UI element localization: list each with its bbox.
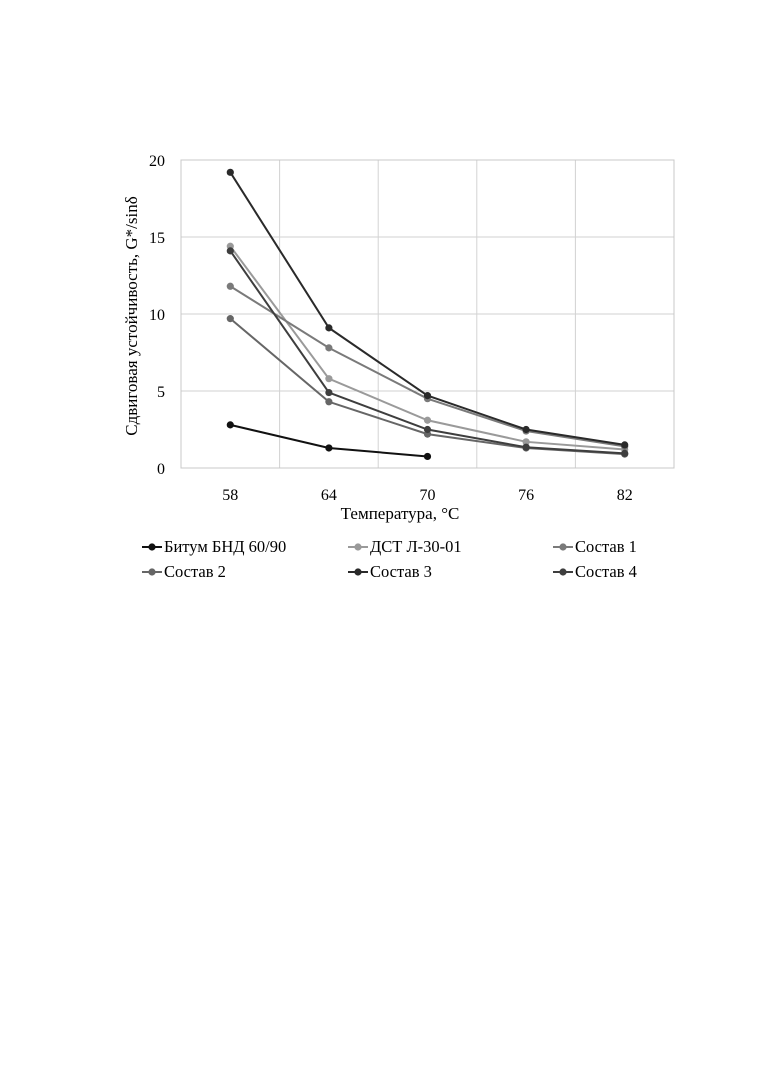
data-point	[424, 453, 431, 460]
data-point	[523, 444, 530, 451]
data-point	[424, 392, 431, 399]
legend-item: Битум БНД 60/90	[142, 537, 286, 556]
data-point	[325, 344, 332, 351]
x-tick-label: 64	[321, 487, 337, 504]
legend-marker	[559, 543, 566, 550]
legend-label: ДСТ Л-30-01	[370, 537, 462, 556]
x-tick-label: 70	[420, 487, 436, 504]
legend-label: Состав 1	[575, 537, 637, 556]
data-point	[621, 441, 628, 448]
y-tick-label: 20	[149, 153, 165, 170]
y-tick-label: 5	[157, 384, 165, 401]
y-tick-label: 0	[157, 461, 165, 478]
data-point	[227, 421, 234, 428]
legend-label: Состав 2	[164, 562, 226, 581]
data-point	[523, 426, 530, 433]
legend-marker	[354, 568, 361, 575]
legend-marker	[559, 568, 566, 575]
data-point	[227, 315, 234, 322]
legend-label: Битум БНД 60/90	[164, 537, 286, 556]
y-axis-title: Сдвиговая устойчивость, G*/sinδ	[122, 196, 141, 436]
x-tick-label: 58	[222, 487, 238, 504]
legend-marker	[148, 543, 155, 550]
x-tick-label: 82	[617, 487, 633, 504]
data-point	[325, 389, 332, 396]
data-point	[424, 417, 431, 424]
data-point	[325, 324, 332, 331]
legend-label: Состав 3	[370, 562, 432, 581]
legend-label: Состав 4	[575, 562, 637, 581]
y-tick-label: 15	[149, 230, 165, 247]
data-point	[621, 450, 628, 457]
data-point	[227, 283, 234, 290]
legend-marker	[354, 543, 361, 550]
x-axis-title: Температура, °C	[341, 504, 460, 523]
data-point	[325, 375, 332, 382]
x-tick-label: 76	[518, 487, 534, 504]
data-point	[227, 169, 234, 176]
y-tick-label: 10	[149, 307, 165, 324]
data-point	[227, 247, 234, 254]
data-point	[325, 444, 332, 451]
data-point	[325, 398, 332, 405]
legend-marker	[148, 568, 155, 575]
data-point	[424, 426, 431, 433]
